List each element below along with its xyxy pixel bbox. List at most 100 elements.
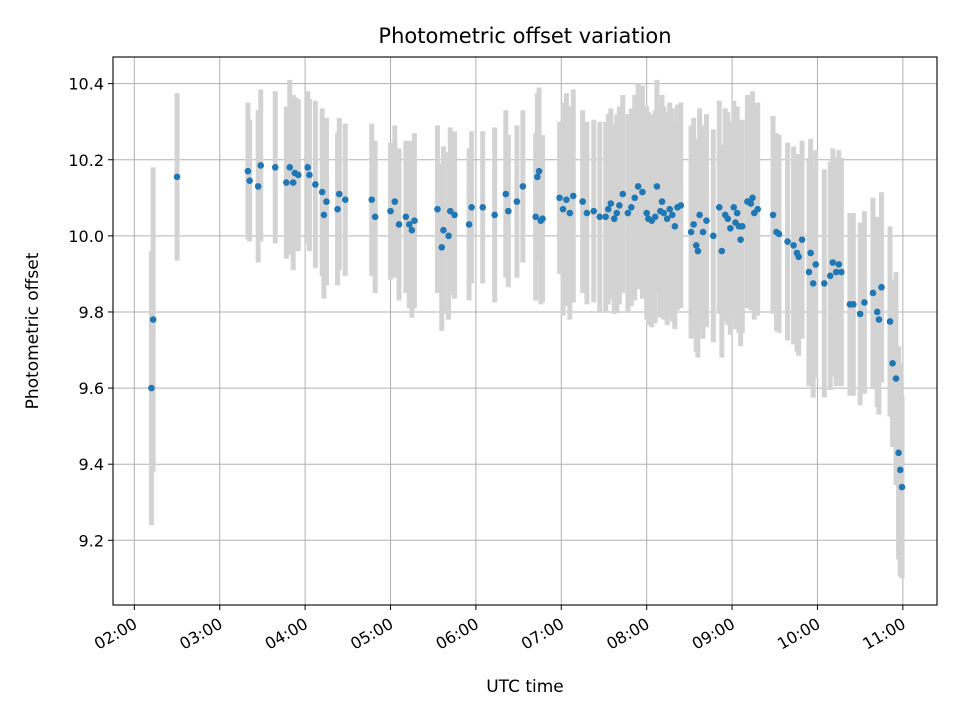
- data-point: [257, 162, 265, 169]
- data-point: [861, 299, 868, 306]
- data-point: [892, 375, 900, 382]
- data-point: [289, 179, 297, 186]
- y-tick-label: 9.8: [79, 303, 104, 322]
- data-point: [875, 316, 883, 323]
- data-point: [809, 280, 817, 287]
- data-point: [807, 249, 814, 257]
- data-point: [709, 232, 717, 240]
- data-point: [896, 466, 904, 474]
- y-axis-label: Photometric offset: [23, 252, 43, 409]
- data-point: [446, 207, 454, 215]
- data-point: [604, 205, 612, 213]
- data-point: [869, 289, 877, 297]
- data-point: [395, 221, 403, 228]
- data-point: [856, 310, 864, 318]
- data-point: [320, 211, 328, 219]
- data-point: [850, 301, 857, 308]
- data-point: [643, 209, 650, 217]
- data-point: [318, 188, 326, 196]
- data-point: [534, 173, 541, 181]
- data-point: [569, 192, 577, 200]
- data-point: [607, 200, 615, 207]
- data-point: [479, 204, 487, 211]
- data-point: [465, 221, 473, 228]
- data-point: [254, 183, 262, 190]
- y-tick-label: 10.0: [68, 227, 104, 246]
- data-point: [371, 213, 379, 221]
- data-point: [730, 204, 738, 211]
- data-point: [631, 194, 639, 202]
- data-point: [832, 268, 840, 276]
- data-point: [668, 211, 676, 219]
- data-point: [468, 204, 475, 211]
- data-point: [790, 242, 797, 249]
- data-point: [294, 171, 302, 179]
- data-point: [334, 205, 341, 213]
- data-point: [658, 198, 666, 205]
- data-point: [873, 308, 881, 316]
- plot-frame: [112, 56, 938, 606]
- data-point: [639, 188, 646, 196]
- data-point: [559, 205, 567, 213]
- data-point: [566, 209, 574, 217]
- data-point: [312, 181, 319, 188]
- data-point: [749, 194, 756, 202]
- data-point: [271, 164, 279, 171]
- data-point: [491, 211, 498, 219]
- data-point: [835, 261, 843, 268]
- data-point: [651, 213, 659, 221]
- data-point: [696, 211, 703, 219]
- data-point: [148, 384, 155, 392]
- data-point: [798, 236, 806, 243]
- data-point: [886, 318, 894, 325]
- data-point: [434, 205, 441, 213]
- data-point: [244, 167, 252, 175]
- data-point: [754, 205, 761, 213]
- y-tick-label: 10.4: [68, 75, 104, 94]
- data-point: [784, 238, 791, 245]
- data-point: [304, 164, 311, 171]
- y-tick-label: 9.2: [79, 531, 104, 550]
- data-point: [402, 213, 410, 221]
- y-tick-label: 10.2: [68, 151, 104, 170]
- data-point: [805, 268, 813, 276]
- data-point: [628, 204, 635, 211]
- data-point: [438, 243, 446, 251]
- data-point: [610, 215, 618, 223]
- data-point: [692, 242, 700, 249]
- data-point: [583, 209, 591, 217]
- data-point: [616, 202, 623, 209]
- y-tick-label: 9.6: [79, 379, 104, 398]
- data-point: [653, 183, 661, 190]
- data-point: [596, 213, 604, 221]
- data-point: [666, 205, 674, 213]
- data-point: [368, 196, 376, 204]
- data-point: [502, 190, 510, 198]
- data-point: [727, 224, 734, 232]
- data-point: [283, 179, 290, 186]
- data-point: [718, 247, 726, 255]
- data-point: [690, 221, 697, 228]
- data-point: [715, 204, 723, 211]
- data-point: [306, 171, 313, 179]
- data-point: [739, 223, 746, 230]
- data-point: [451, 211, 458, 219]
- data-point: [660, 209, 668, 217]
- data-point: [613, 209, 621, 217]
- chart-title: Photometric offset variation: [378, 24, 671, 48]
- data-point: [694, 247, 702, 255]
- data-point: [634, 183, 642, 190]
- data-point: [812, 261, 820, 268]
- data-point: [769, 211, 777, 219]
- data-point: [619, 190, 627, 198]
- data-point: [440, 226, 447, 234]
- data-point: [519, 183, 527, 190]
- data-point: [602, 213, 609, 221]
- data-point: [733, 209, 741, 217]
- data-point: [895, 449, 902, 457]
- data-point: [411, 217, 418, 224]
- data-point: [724, 215, 732, 223]
- data-point: [699, 228, 707, 236]
- data-point: [563, 196, 570, 204]
